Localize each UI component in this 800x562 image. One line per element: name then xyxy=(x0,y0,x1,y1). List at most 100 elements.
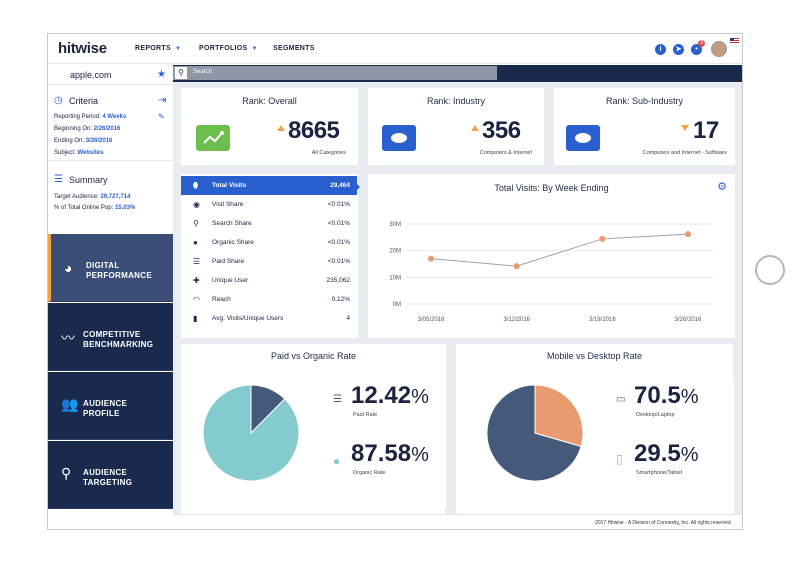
metric-value: <0.01% xyxy=(327,258,350,265)
mobile-desktop-pie xyxy=(486,384,584,482)
search-input[interactable]: ⚲ Search xyxy=(173,66,497,80)
mouse-icon: ⬮ xyxy=(193,181,199,190)
chevron-down-icon: ▼ xyxy=(174,46,182,52)
metric-row-total-visits[interactable]: ⬮ Total Visits 29,464 xyxy=(181,176,357,195)
selected-arrow-icon xyxy=(355,182,360,192)
metric-row-visit-share[interactable]: ◉ Visit Share <0.01% xyxy=(181,195,357,214)
paid-organic-title: Paid vs Organic Rate xyxy=(270,351,357,361)
metric-label: Reach xyxy=(212,296,231,303)
paid-rate-label: Paid Rate xyxy=(353,412,378,418)
logout-icon[interactable]: ⇥ xyxy=(158,95,167,106)
sidebar-item-label: AUDIENCE TARGETING xyxy=(83,468,133,487)
summary-panel: ☰ Summary Target Audience: 29,727,714 % … xyxy=(48,161,173,211)
puzzle-icon: ✚ xyxy=(193,276,200,285)
laptop-icon: ▭ xyxy=(616,394,626,405)
criteria-beginning: Beginning On: 2/26/2016 xyxy=(54,126,121,132)
metric-value: 0.12% xyxy=(331,296,350,303)
metric-value: 29,464 xyxy=(330,182,350,189)
organic-rate-label: Organic Rate xyxy=(353,470,386,476)
notification-badge: 3 xyxy=(698,40,705,47)
star-icon[interactable]: ★ xyxy=(157,69,166,80)
hitwise-logo[interactable]: hitwise xyxy=(58,40,107,57)
metric-row-unique-user[interactable]: ✚ Unique User 235,062 xyxy=(181,271,357,290)
x-tick-label: 3/05/2016 xyxy=(418,317,445,323)
visits-chart-card: Total Visits: By Week Ending ⚙ 0M 10M 20M 3… xyxy=(368,174,735,338)
metric-value: <0.01% xyxy=(327,201,350,208)
nav-segments[interactable]: SEGMENTS xyxy=(273,45,315,52)
sidebar-item-competitive-benchmarking[interactable]: 〰 COMPETITIVE BENCHMARKING xyxy=(48,303,173,371)
search-bar: ⚲ Search xyxy=(173,65,742,82)
trend-icon: 〰 xyxy=(61,330,75,346)
metric-row-paid-share[interactable]: ☰ Paid Share <0.01% xyxy=(181,252,357,271)
criteria-title: Criteria xyxy=(69,96,99,106)
data-point xyxy=(599,235,606,242)
metric-label: Search Share xyxy=(212,220,252,227)
footer: 2017 Hitwise - A Division of Connexity, … xyxy=(173,514,742,529)
nav-reports[interactable]: REPORTS ▼ xyxy=(135,45,181,52)
summary-pct: % of Total Online Pop: 15.03% xyxy=(54,205,136,211)
sidebar-item-label: COMPETITIVE BENCHMARKING xyxy=(83,330,154,349)
device-home-button xyxy=(755,255,785,285)
site-selector[interactable]: apple.com ★ xyxy=(48,65,173,85)
criteria-panel: ◷ Criteria ⇥ ✎ Reporting Period: 4 Weeks… xyxy=(48,86,173,161)
x-tick-label: 3/26/2016 xyxy=(675,317,702,323)
criteria-ending: Ending On: 3/26/2016 xyxy=(54,138,113,144)
eye-icon: ◉ xyxy=(193,200,200,209)
rank-subindustry-card: Rank: Sub-Industry 17 Computers and Inte… xyxy=(554,88,735,165)
search-placeholder: Search xyxy=(193,69,213,75)
metric-row-avg-visits-unique-users[interactable]: ▮ Avg. Visits/Unique Users 4 xyxy=(181,309,357,328)
map-pin-icon: ⚲ xyxy=(61,465,72,481)
search-icon: ⚲ xyxy=(193,219,199,228)
footer-copyright: 2017 Hitwise - A Division of Connexity, … xyxy=(595,520,732,526)
avatar[interactable] xyxy=(711,41,727,57)
metric-row-organic-share[interactable]: ● Organic Share <0.01% xyxy=(181,233,357,252)
y-tick-label: 0M xyxy=(393,302,401,308)
visits-line-chart: 0M 10M 20M 30M 3/05/2016 3/12/2016 3/19/2016 3/… xyxy=(389,222,713,323)
data-point xyxy=(513,263,520,270)
rank-up-icon xyxy=(277,125,285,131)
laptop-cloud-icon xyxy=(382,125,416,151)
rank-up-icon xyxy=(471,125,479,131)
nav-portfolios-label: PORTFOLIOS xyxy=(199,45,248,52)
x-tick-label: 3/19/2016 xyxy=(589,317,616,323)
series-line xyxy=(430,233,689,267)
sidebar-item-audience-profile[interactable]: 👥 AUDIENCE PROFILE xyxy=(48,372,173,440)
metric-label: Unique User xyxy=(212,277,249,284)
metric-row-reach[interactable]: ◠ Reach 0.12% xyxy=(181,290,357,309)
nav-portfolios[interactable]: PORTFOLIOS ▼ xyxy=(199,45,258,52)
metric-value: 4 xyxy=(346,315,350,322)
pie-slice-smartphone-tablet xyxy=(534,384,584,448)
data-point xyxy=(685,231,691,238)
pencil-icon[interactable]: ✎ xyxy=(158,112,165,121)
sidebar-item-label: DIGITAL PERFORMANCE xyxy=(86,261,152,280)
metric-row-search-share[interactable]: ⚲ Search Share <0.01% xyxy=(181,214,357,233)
laptop-cloud-icon xyxy=(566,125,600,151)
rank-industry-card: Rank: Industry 356 Computers & Internet xyxy=(368,88,544,165)
mobile-rate-value: 29.5% xyxy=(634,440,699,467)
rocket-icon[interactable]: ➤ xyxy=(673,44,684,55)
metric-label: Total Visits xyxy=(212,182,247,189)
paid-organic-panel: Paid vs Organic Rate ☰ 12.42% Paid Rate … xyxy=(181,344,446,508)
sidebar-item-label: AUDIENCE PROFILE xyxy=(83,399,128,418)
rank-subindustry-title: Rank: Sub-Industry xyxy=(605,96,684,106)
desktop-rate-value: 70.5% xyxy=(634,382,699,409)
organic-rate-value: 87.58% xyxy=(351,440,429,467)
gear-icon[interactable]: ⚙ xyxy=(717,181,727,193)
summary-title: Summary xyxy=(69,175,108,185)
metric-label: Visit Share xyxy=(212,201,244,208)
clock-icon: ◷ xyxy=(54,95,63,106)
rank-subindustry-sub: Computers and Internet - Software xyxy=(642,150,727,156)
us-flag-icon[interactable] xyxy=(730,38,739,44)
nav-reports-label: REPORTS xyxy=(135,45,171,52)
sidebar-item-digital-performance[interactable]: ◕ DIGITAL PERFORMANCE xyxy=(48,234,173,302)
briefcase-icon xyxy=(196,125,230,151)
metric-label: Avg. Visits/Unique Users xyxy=(212,315,284,322)
bell-icon[interactable]: • xyxy=(691,44,702,55)
rank-down-icon xyxy=(681,125,689,131)
data-point xyxy=(428,255,434,262)
metrics-list: ⬮ Total Visits 29,464 ◉ Visit Share <0.01% ⚲ Se… xyxy=(181,174,358,338)
summary-target: Target Audience: 29,727,714 xyxy=(54,194,131,200)
visits-chart-title: Total Visits: By Week Ending xyxy=(494,183,609,193)
info-icon[interactable]: i xyxy=(655,44,666,55)
sidebar-item-audience-targeting[interactable]: ⚲ AUDIENCE TARGETING xyxy=(48,441,173,509)
